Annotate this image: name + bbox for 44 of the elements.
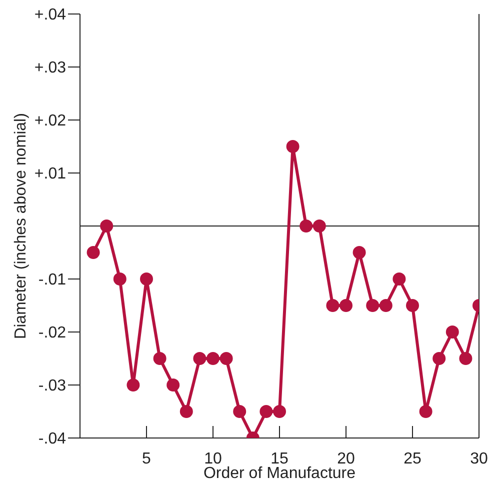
point [379,299,392,312]
y-tick-label: +.03 [34,60,66,77]
point [312,220,326,232]
y-tick-label: +.04 [34,6,66,24]
point [113,272,126,286]
x-tick-label: 10 [204,450,222,468]
y-tick-label: -.01 [38,272,66,289]
point [392,272,406,286]
x-tick-label: 15 [270,450,288,468]
y-tick-label: -.02 [38,324,66,342]
point [180,405,193,418]
point [86,246,100,259]
y-tick-label: -.03 [38,378,66,395]
point [459,352,472,365]
point [140,272,153,286]
x-tick-label: 20 [337,450,355,468]
point [326,299,340,312]
point [126,378,140,392]
point [220,352,233,365]
point [233,405,246,418]
y-tick-label: +.02 [34,112,66,130]
point [340,299,352,312]
point [100,220,114,232]
point [206,352,220,365]
y-tick-label: +.01 [34,166,66,183]
point [273,405,286,418]
x-tick-label: 25 [404,450,422,468]
y-tick-label: -.04 [38,430,66,448]
point [432,352,446,365]
x-axis-title: Order of Manufacture [203,465,356,482]
point [260,405,273,418]
point [366,299,380,312]
point [166,378,180,392]
point [406,299,419,312]
point [153,352,166,365]
x-tick-label: 5 [142,450,152,468]
x-tick-label: 30 [470,450,488,468]
point [419,405,432,418]
y-axis-title: Diameter (inches above nomial) [12,113,30,339]
point [352,246,366,259]
point [286,140,300,153]
point [300,220,313,232]
point [193,352,206,365]
point [446,326,459,338]
